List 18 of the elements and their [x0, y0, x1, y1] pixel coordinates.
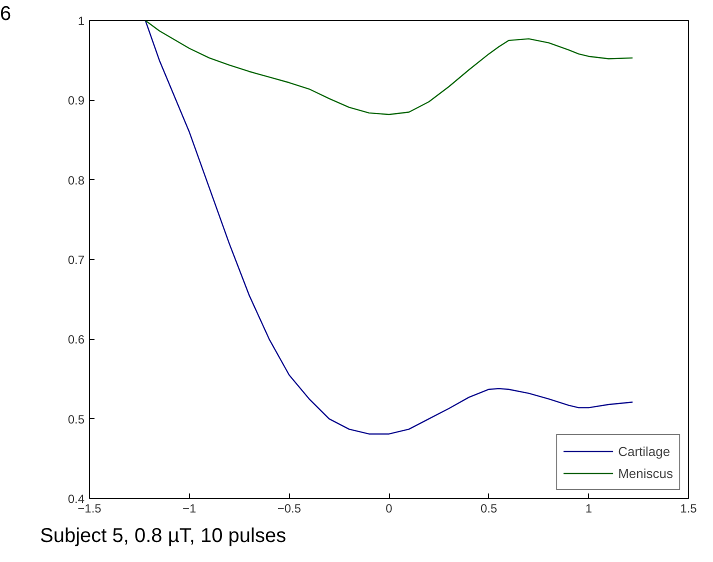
text: Subject 5, 0.8 µT, 10 pulses [40, 524, 286, 549]
y-tick-label: 0.6 [68, 332, 85, 347]
x-tick-label: 1 [585, 502, 592, 516]
y-tick-label: 0.5 [68, 412, 85, 426]
text: 6 [0, 2, 12, 27]
legend-label: Cartilage [618, 444, 670, 458]
x-tick-label: −0.5 [277, 502, 302, 516]
x-tick-label: −1 [182, 502, 196, 516]
x-tick-label: 0 [386, 502, 393, 516]
y-tick-label: 1 [78, 14, 85, 28]
legend-label: Meniscus [618, 466, 673, 480]
y-tick-label: 0.8 [68, 173, 85, 188]
y-tick-label: 0.7 [68, 253, 85, 267]
line-series [144, 20, 634, 116]
x-tick-label: 1.5 [680, 502, 698, 516]
line-series [144, 20, 634, 435]
y-tick-label: 0.9 [68, 94, 85, 108]
x-tick-label: 0.5 [480, 502, 498, 516]
